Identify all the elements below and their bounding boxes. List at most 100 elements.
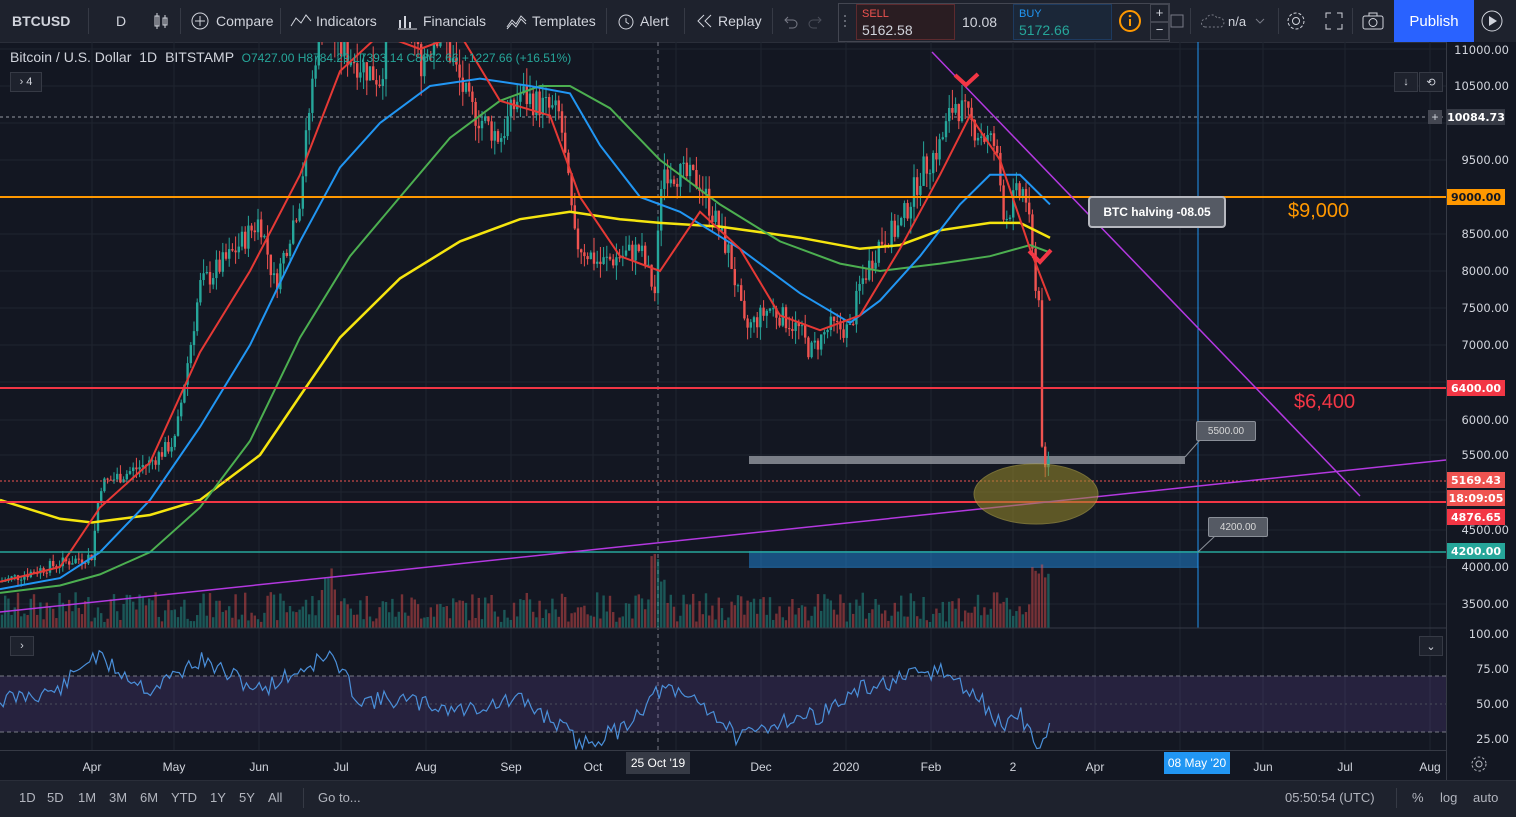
ma-200-line[interactable] [0,210,1051,524]
range-1y[interactable]: 1Y [210,790,226,805]
utc-clock[interactable]: 05:50:54 (UTC) [1285,790,1375,805]
volume-bar [820,610,823,628]
fullscreen-button[interactable] [1325,0,1343,42]
chart-type-button[interactable] [152,0,170,42]
candle-body [74,558,77,564]
candle-body [637,244,640,251]
drag-handle[interactable] [842,0,848,42]
candle-body [212,278,215,285]
candle-body [880,241,884,245]
volume-bar [810,615,813,628]
cloud-save-button[interactable]: n/a [1200,0,1266,42]
candle-body [10,576,13,579]
volume-bar [503,609,506,628]
symbol-search[interactable]: BTCUSD [12,0,70,42]
volume-bar [877,604,880,628]
range-ytd[interactable]: YTD [171,790,197,805]
price-axis[interactable]: 11000.00 10500.00 9500.00 8500.00 8000.0… [1446,42,1516,780]
indicators-icon [290,14,312,27]
range-6m[interactable]: 6M [140,790,159,805]
range-3m[interactable]: 3M [109,790,128,805]
ascending-trendline[interactable] [0,459,1447,613]
level-6400-label[interactable]: $6,400 [1294,391,1356,413]
replay-button[interactable]: Replay [696,0,762,42]
price-chart[interactable] [0,42,1516,780]
ma-100-line[interactable] [0,85,1051,594]
volume-bar [855,599,858,628]
publish-button[interactable]: Publish [1394,0,1474,42]
callout-5500[interactable]: 5500.00 [1196,421,1256,441]
percent-scale-toggle[interactable]: % [1412,790,1424,805]
redo-icon [808,16,822,29]
divider [684,8,685,34]
volume-bar [759,599,762,628]
candle-body [224,252,228,259]
candle-body [308,112,311,131]
time-tick: 2020 [832,760,860,774]
quantity-increase[interactable]: + [1150,4,1169,22]
indicators-toggle[interactable]: › 4 [10,72,42,92]
replay-label: Replay [718,13,762,29]
volume-bar [439,603,442,628]
volume-bar [196,615,199,628]
candle-body [589,252,592,260]
volume-bar [173,609,176,628]
range-1m[interactable]: 1M [78,790,97,805]
resistance-zone-5500[interactable] [749,456,1185,464]
time-tick: Oct [583,760,603,774]
candle-body [276,273,279,290]
rsi-legend-toggle[interactable]: › [10,636,34,656]
candle-body [135,467,138,470]
interval-button[interactable]: D [116,0,126,42]
range-1d[interactable]: 1D [19,790,36,805]
quantity-decrease[interactable]: − [1150,22,1169,40]
volume-bar [7,598,10,628]
candle-body [583,252,586,257]
callout-4200[interactable]: 4200.00 [1208,517,1268,537]
reset-chart-button[interactable]: ⟲ [1419,72,1443,92]
snapshot-button[interactable] [1362,0,1384,42]
candle-body [298,208,301,221]
buy-button[interactable]: BUY 5172.66 [1013,4,1112,40]
rsi-pane-button[interactable]: ⌄ [1419,636,1443,656]
volume-bar [535,617,538,628]
time-axis[interactable] [0,750,1446,779]
alert-button[interactable]: Alert [616,0,669,42]
financials-button[interactable]: Financials [397,0,486,42]
candle-body [964,100,967,102]
level-9000-label[interactable]: $9,000 [1288,200,1350,222]
highlight-ellipse[interactable] [973,463,1099,525]
candle-body [52,560,55,567]
auto-scale-toggle[interactable]: auto [1473,790,1499,805]
undo-button[interactable] [782,0,798,42]
sell-button[interactable]: SELL 5162.58 [856,4,955,40]
candle-body [551,105,554,108]
halving-annotation[interactable]: BTC halving -08.05 [1088,196,1226,228]
play-button[interactable] [1480,0,1504,42]
add-level-button[interactable]: + [1428,110,1442,124]
redo-button[interactable] [808,0,824,42]
volume-bar [176,617,180,628]
settings-button[interactable] [1285,0,1307,42]
volume-bar [599,618,602,628]
compare-button[interactable]: Compare [190,0,274,42]
fullscreen-square-button[interactable] [1170,0,1184,42]
candle-body [119,473,122,483]
volume-bar [247,620,250,628]
range-5d[interactable]: 5D [47,790,64,805]
indicators-button[interactable]: Indicators [290,0,377,42]
info-button[interactable] [1118,0,1142,42]
goto-button[interactable]: Go to... [318,790,361,805]
range-all[interactable]: All [268,790,283,805]
rsi-line[interactable] [0,649,1051,751]
templates-button[interactable]: Templates [506,0,596,42]
support-zone-4200[interactable] [749,551,1198,568]
descending-trendline[interactable] [931,51,1361,497]
log-scale-toggle[interactable]: log [1440,790,1458,805]
scroll-down-button[interactable]: ↓ [1394,72,1418,92]
candle-body [768,308,772,311]
time-settings-button[interactable] [1470,755,1488,778]
range-5y[interactable]: 5Y [239,790,255,805]
ma-50-line[interactable] [0,77,1051,591]
volume-bar [58,592,61,628]
